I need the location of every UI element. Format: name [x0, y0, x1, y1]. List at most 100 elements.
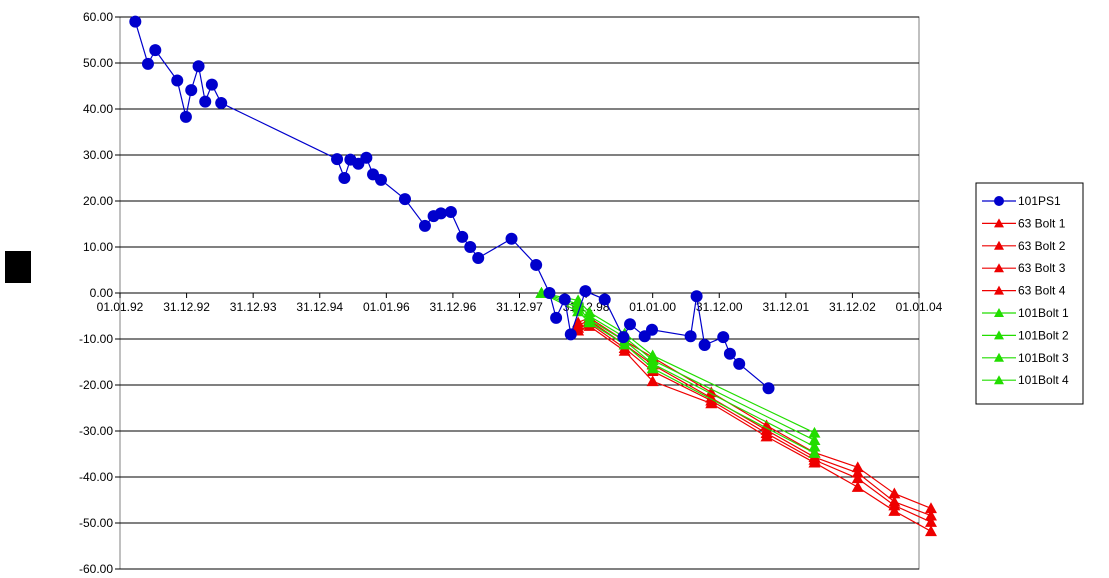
y-tick-label: -50.00: [79, 516, 113, 530]
data-point: [705, 386, 718, 398]
data-point: [398, 193, 411, 206]
data-point: [618, 344, 631, 356]
data-point: [444, 206, 457, 219]
x-tick-label: 31.12.00: [696, 300, 743, 314]
x-tick-label: 01.01.04: [896, 300, 943, 314]
series-line: [541, 292, 815, 454]
legend-label: 63 Bolt 4: [1018, 284, 1066, 298]
data-point: [618, 338, 631, 350]
legend: 101PS1 63 Bolt 1 63 Bolt 2 63 Bolt 3 63 Bolt…: [975, 182, 1084, 405]
legend-marker: [994, 240, 1004, 250]
data-point: [375, 173, 388, 186]
y-tick-label: 0.00: [90, 286, 114, 300]
legend-marker: [994, 285, 1004, 295]
data-point: [564, 328, 577, 341]
data-point: [141, 57, 154, 70]
data-point: [888, 505, 901, 516]
data-point: [558, 293, 571, 306]
data-point: [215, 97, 228, 110]
data-point: [888, 487, 901, 499]
x-tick-label: 31.12.93: [230, 300, 277, 314]
data-point: [808, 440, 821, 452]
data-point: [924, 509, 937, 521]
y-tick-label: 30.00: [83, 148, 113, 162]
data-point: [205, 78, 218, 91]
data-point: [185, 84, 198, 97]
data-point: [456, 230, 469, 243]
legend-label: 101Bolt 3: [1018, 351, 1069, 365]
data-point: [762, 382, 775, 395]
x-tick-label: 01.01.00: [629, 300, 676, 314]
data-point: [851, 461, 864, 473]
data-point: [808, 447, 821, 458]
data-point: [851, 472, 864, 484]
data-point: [851, 466, 864, 478]
data-point: [505, 232, 518, 245]
data-point: [199, 95, 212, 108]
legend-marker: [994, 196, 1004, 206]
data-point: [698, 338, 711, 351]
data-point: [579, 285, 592, 298]
legend-label: 101Bolt 2: [1018, 328, 1069, 342]
plot-area: 60.00 50.00 40.00 30.00 20.00 10.00 0.00 -10.00…: [79, 10, 943, 576]
data-point: [418, 219, 431, 232]
legend-box: [975, 182, 1084, 405]
series-line: [541, 292, 815, 441]
data-point: [572, 305, 585, 317]
data-point: [179, 110, 192, 123]
x-tick-label: 31.12.92: [163, 300, 210, 314]
data-point: [472, 252, 485, 265]
data-point: [646, 362, 659, 374]
data-point: [733, 357, 746, 370]
data-point: [808, 434, 821, 445]
legend-label: 101Bolt 1: [1018, 306, 1069, 320]
data-point: [705, 397, 718, 409]
data-point: [888, 499, 901, 511]
data-point: [171, 74, 184, 87]
data-point: [530, 258, 543, 271]
legend-marker: [994, 352, 1004, 362]
legend-marker: [994, 330, 1004, 340]
x-tick-label: 31.12.97: [496, 300, 543, 314]
series-line: [541, 292, 815, 434]
y-tick-label: 10.00: [83, 240, 113, 254]
data-point: [717, 331, 730, 344]
y-tick-label: 60.00: [83, 10, 113, 24]
series-line: [577, 317, 932, 509]
data-point: [808, 426, 821, 438]
data-point: [434, 207, 447, 220]
data-point: [760, 430, 773, 442]
data-point: [808, 456, 821, 468]
y-tick-label: 40.00: [83, 102, 113, 116]
legend-marker: [994, 263, 1004, 273]
legend-label: 101Bolt 4: [1018, 373, 1069, 387]
data-point: [924, 502, 937, 514]
series-line: [541, 292, 815, 448]
black-marker-box: [5, 251, 31, 283]
legend-marker: [994, 375, 1004, 385]
data-point: [338, 172, 351, 184]
x-tick-label: 01.01.96: [363, 300, 410, 314]
data-point: [583, 316, 596, 328]
data-point: [360, 151, 373, 164]
data-point: [646, 323, 659, 336]
data-point: [617, 331, 630, 344]
legend-label: 63 Bolt 1: [1018, 216, 1066, 230]
data-point: [646, 375, 659, 387]
x-tick-label: 31.12.01: [762, 300, 809, 314]
data-point: [550, 311, 563, 324]
x-tick-label: 01.01.92: [97, 300, 144, 314]
data-point: [129, 15, 142, 28]
y-tick-label: -40.00: [79, 470, 113, 484]
y-tick-label: 20.00: [83, 194, 113, 208]
legend-label: 63 Bolt 3: [1018, 261, 1066, 275]
series-line: [577, 325, 932, 532]
data-point: [690, 290, 703, 303]
series-line: [577, 322, 932, 523]
y-tick-label: -20.00: [79, 378, 113, 392]
y-tick-label: -60.00: [79, 562, 113, 576]
data-point: [464, 241, 477, 253]
legend-label: 63 Bolt 2: [1018, 239, 1066, 253]
x-tick-label: 31.12.96: [430, 300, 477, 314]
